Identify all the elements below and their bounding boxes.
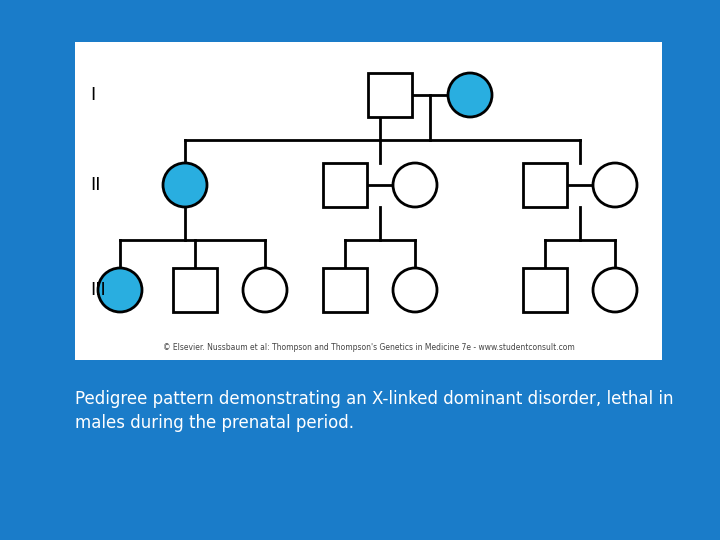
Text: III: III — [90, 281, 106, 299]
Bar — [323, 163, 367, 207]
Text: I: I — [90, 86, 95, 104]
Circle shape — [593, 268, 637, 312]
Circle shape — [393, 163, 437, 207]
Circle shape — [448, 73, 492, 117]
Circle shape — [98, 268, 142, 312]
Bar — [173, 268, 217, 312]
Bar — [75, 42, 662, 360]
Circle shape — [593, 163, 637, 207]
Bar — [368, 73, 412, 117]
Text: II: II — [90, 176, 101, 194]
Circle shape — [243, 268, 287, 312]
Bar — [523, 268, 567, 312]
Text: Pedigree pattern demonstrating an X-linked dominant disorder, lethal in
males du: Pedigree pattern demonstrating an X-link… — [75, 390, 673, 431]
Circle shape — [163, 163, 207, 207]
Text: © Elsevier. Nussbaum et al: Thompson and Thompson's Genetics in Medicine 7e - ww: © Elsevier. Nussbaum et al: Thompson and… — [163, 343, 575, 352]
Bar — [523, 163, 567, 207]
Bar — [323, 268, 367, 312]
Circle shape — [393, 268, 437, 312]
